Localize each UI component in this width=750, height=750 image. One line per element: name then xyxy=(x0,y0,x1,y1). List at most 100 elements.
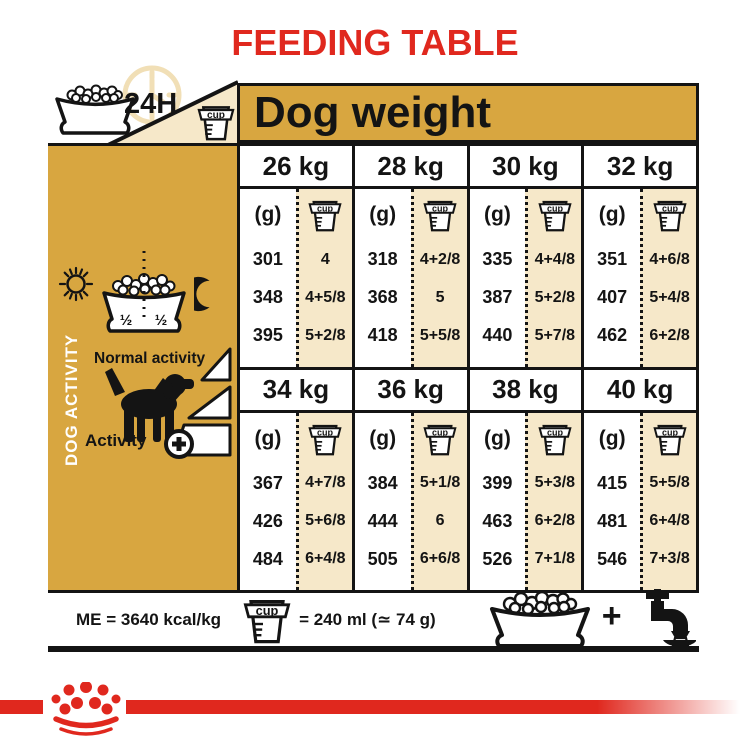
grams-value: 367 xyxy=(252,472,283,493)
grams-unit-label: (g) xyxy=(254,203,282,226)
cups-value: 5+4/8 xyxy=(649,288,690,306)
cups-value: 6+6/8 xyxy=(419,550,461,568)
grams-value: 418 xyxy=(367,325,398,346)
dog-activity-sidebar: ½ ½ DOG ACTIVITY Normal activity Activit xyxy=(48,143,237,590)
weight-header: 36 kg xyxy=(354,369,467,413)
svg-text:cup: cup xyxy=(432,203,449,213)
cups-value: 7+1/8 xyxy=(534,550,576,568)
normal-activity-label: Normal activity xyxy=(94,350,206,367)
grams-unit-label: (g) xyxy=(369,203,397,226)
grams-value: 463 xyxy=(482,510,513,531)
cups-value: 4+7/8 xyxy=(305,474,346,492)
svg-text:cup: cup xyxy=(547,203,564,213)
grams-value: 481 xyxy=(597,510,628,531)
grams-value: 395 xyxy=(252,325,283,346)
svg-text:cup: cup xyxy=(432,427,449,437)
half-portions-bowl-icon: ½ ½ xyxy=(102,251,186,333)
cup-volume-label: = 240 ml (≃ 74 g) xyxy=(299,609,436,629)
cups-value: 5+2/8 xyxy=(534,288,576,306)
cup-icon: cup xyxy=(299,189,352,241)
cup-icon: cup xyxy=(414,189,467,241)
cups-value: 5 xyxy=(435,288,445,306)
grams-unit-label: (g) xyxy=(484,203,511,226)
cups-value: 5+5/8 xyxy=(649,474,690,492)
plus-label: + xyxy=(601,597,622,635)
svg-text:½: ½ xyxy=(120,312,133,329)
dog-weight-label: Dog weight xyxy=(254,88,492,137)
cups-value: 5+2/8 xyxy=(305,326,346,344)
brand-stripe-left xyxy=(0,700,43,714)
grams-value: 484 xyxy=(252,548,283,569)
metabolizable-energy-label: ME = 3640 kcal/kg xyxy=(76,609,222,629)
cups-value: 4+6/8 xyxy=(649,250,690,268)
weight-group-1: 26 kg (g) 301 348 395 cup xyxy=(240,146,696,367)
grams-value: 426 xyxy=(252,510,283,531)
cups-value: 7+3/8 xyxy=(649,550,690,568)
cups-value: 6 xyxy=(435,512,445,530)
grams-unit-label: (g) xyxy=(484,426,511,450)
food-bowl-icon xyxy=(55,84,135,135)
svg-text:cup: cup xyxy=(547,427,564,437)
cups-value: 5+7/8 xyxy=(534,326,576,344)
svg-text:½: ½ xyxy=(155,312,168,329)
weight-header: 26 kg xyxy=(240,146,352,189)
cups-value: 4+2/8 xyxy=(419,250,461,268)
dog-silhouette-icon xyxy=(105,368,194,442)
grams-value: 399 xyxy=(482,472,513,493)
cup-icon: cup xyxy=(197,106,235,141)
grams-value: 526 xyxy=(482,548,513,569)
grams-value: 505 xyxy=(367,548,398,569)
water-tap-icon xyxy=(645,588,696,650)
grams-value: 440 xyxy=(482,325,513,346)
cups-value: 4 xyxy=(320,250,330,268)
cup-icon: cup xyxy=(528,413,581,465)
cups-value: 6+2/8 xyxy=(534,512,576,530)
sun-icon xyxy=(58,266,94,302)
svg-text:cup: cup xyxy=(256,602,279,617)
grams-value: 546 xyxy=(597,548,628,569)
weight-column-26kg: 26 kg (g) 301 348 395 cup xyxy=(240,146,352,367)
grams-unit-label: (g) xyxy=(598,426,626,450)
cups-value: 5+5/8 xyxy=(419,326,461,344)
svg-text:cup: cup xyxy=(662,427,679,437)
cups-value: 5+6/8 xyxy=(305,512,346,530)
plus-circle-icon xyxy=(164,429,194,459)
cups-value: 5+3/8 xyxy=(534,474,576,492)
cup-icon: cup xyxy=(643,413,696,465)
weight-column-40kg: 40 kg (g) 415 481 546 cup xyxy=(581,369,696,590)
weight-column-28kg: 28 kg (g) 318 368 418 cup xyxy=(351,146,467,367)
svg-text:cup: cup xyxy=(207,110,225,121)
grams-value: 318 xyxy=(367,249,398,270)
dog-activity-label: DOG ACTIVITY xyxy=(62,333,81,467)
svg-text:cup: cup xyxy=(317,203,334,213)
feeding-table: 26 kg (g) 301 348 395 cup xyxy=(237,143,699,590)
cups-value: 6+4/8 xyxy=(649,512,690,530)
cup-icon: cup xyxy=(643,189,696,241)
cups-value: 4+4/8 xyxy=(534,250,576,268)
grams-value: 444 xyxy=(367,510,398,531)
grams-value: 415 xyxy=(597,472,628,493)
moon-icon xyxy=(194,276,210,312)
weight-column-38kg: 38 kg (g) 399 463 526 cup xyxy=(466,369,582,590)
grams-unit-label: (g) xyxy=(369,426,397,450)
grams-value: 407 xyxy=(597,287,628,308)
weight-column-30kg: 30 kg (g) 335 387 440 cup xyxy=(466,146,582,367)
grams-value: 384 xyxy=(367,472,398,493)
page-title: FEEDING TABLE xyxy=(231,22,519,63)
activity-label: Activity xyxy=(85,431,147,450)
crown-logo xyxy=(51,682,121,736)
grams-unit-label: (g) xyxy=(598,203,626,226)
cups-value: 6+2/8 xyxy=(649,326,690,344)
weight-header: 38 kg xyxy=(469,369,582,413)
weight-header: 30 kg xyxy=(469,146,582,189)
weight-column-32kg: 32 kg (g) 351 407 462 cup xyxy=(581,146,696,367)
cups-value: 5+1/8 xyxy=(419,474,461,492)
weight-column-36kg: 36 kg (g) 384 444 505 cup xyxy=(351,369,467,590)
grams-value: 301 xyxy=(252,249,283,270)
grams-value: 462 xyxy=(597,325,628,346)
legend-bar: ME = 3640 kcal/kg cup = 240 ml (≃ 74 g) … xyxy=(48,588,699,652)
grams-value: 368 xyxy=(367,287,398,308)
cup-icon: cup xyxy=(243,599,291,643)
grams-value: 351 xyxy=(597,249,628,270)
